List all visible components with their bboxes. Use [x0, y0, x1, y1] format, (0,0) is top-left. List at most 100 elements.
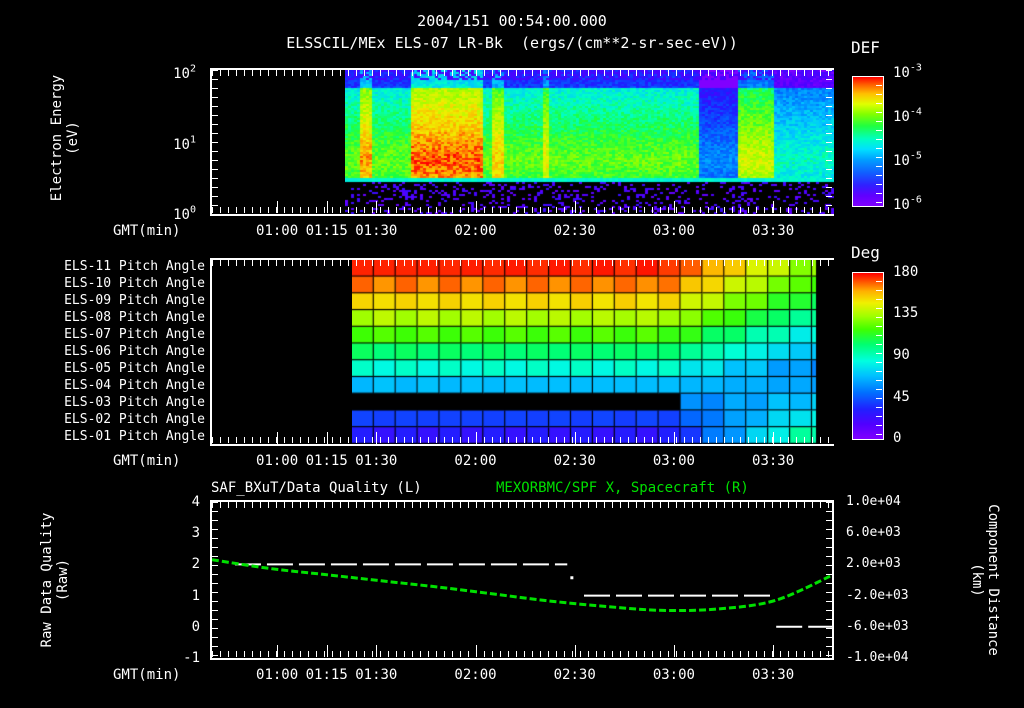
panel1-xtick-0: 01:00: [256, 223, 299, 239]
major-tick: [773, 201, 775, 213]
panel2-xtick-6: 03:30: [752, 453, 795, 469]
panel3-y2tick: -1.0e+04: [846, 650, 909, 665]
def-colorbar-label-2: 10-5: [893, 150, 922, 169]
deg-colorbar-label-4: 0: [893, 430, 902, 446]
major-tick: [475, 645, 477, 657]
line-plot-traces: [212, 558, 832, 628]
deg-colorbar-label-1: 135: [893, 305, 919, 321]
axis-ticks-left: [212, 70, 218, 214]
panel3-title-right: MEXORBMC/SPF X, Spacecraft (R): [496, 480, 749, 496]
panel3-ticks-top: [212, 502, 832, 508]
panel3-xtick-5: 03:00: [652, 667, 695, 683]
spacecraft-distance-trace: [212, 558, 832, 613]
panel2-xtick-2: 01:30: [355, 453, 398, 469]
spectrogram-image: [345, 70, 834, 214]
panel1-xtick-4: 02:30: [553, 223, 596, 239]
def-colorbar-title: DEF: [851, 38, 880, 57]
pitch-angle-row-label: ELS-10 Pitch Angle: [64, 275, 205, 291]
panel2-ticks-top: [212, 260, 832, 266]
data-quality-marker: [570, 576, 574, 580]
major-tick: [277, 645, 279, 657]
axis-ticks-top: [212, 70, 832, 76]
major-tick: [376, 645, 378, 657]
panel3-xtick-6: 03:30: [752, 667, 795, 683]
panel3-ytick: 1: [191, 587, 200, 604]
pitch-angle-row-label: ELS-07 Pitch Angle: [64, 326, 205, 342]
panel1-ytick-1: 100: [173, 204, 196, 223]
panel1-ytick-100: 102: [173, 63, 196, 82]
pitch-angle-image: [352, 260, 834, 444]
panel3-ticks-right: [826, 502, 832, 658]
deg-colorbar-label-3: 45: [893, 389, 910, 405]
def-colorbar-ticks: [876, 76, 882, 207]
major-tick: [673, 432, 675, 444]
pitch-angle-row-label: ELS-03 Pitch Angle: [64, 395, 205, 411]
deg-colorbar-title: Deg: [851, 243, 880, 262]
major-tick: [773, 432, 775, 444]
spectrogram-canvas: [345, 70, 834, 214]
panel2-xtick-4: 02:30: [553, 453, 596, 469]
panel2-ticks-bottom: [212, 437, 832, 443]
major-tick: [277, 201, 279, 213]
panel1-xtick-5: 03:00: [652, 223, 695, 239]
major-tick: [574, 645, 576, 657]
deg-colorbar-ticks: [876, 272, 882, 440]
panel3-xtick-0: 01:00: [256, 667, 299, 683]
panel3-y2tick: 1.0e+04: [846, 494, 901, 509]
panel3-xlabel: GMT(min): [113, 667, 181, 683]
axis-ticks-bottom: [212, 207, 832, 213]
panel1-xtick-1: 01:15: [305, 223, 348, 239]
panel3-ticks-left: [212, 502, 218, 658]
panel3-y2tick: -6.0e+03: [846, 618, 909, 634]
major-tick: [326, 432, 328, 444]
panel2-xtick-0: 01:00: [256, 453, 299, 469]
major-tick: [773, 645, 775, 657]
major-tick: [574, 201, 576, 213]
pitch-angle-canvas: [352, 260, 834, 444]
panel3-y2tick: 6.0e+03: [846, 525, 901, 541]
def-colorbar-label-3: 10-6: [893, 194, 922, 213]
pitch-angle-row-label: ELS-05 Pitch Angle: [64, 361, 205, 377]
pitch-angle-row-label: ELS-02 Pitch Angle: [64, 412, 205, 428]
def-colorbar-label-0: 10-3: [893, 62, 922, 81]
panel3-xtick-3: 02:00: [454, 667, 497, 683]
major-tick: [574, 432, 576, 444]
panel3-y2tick: -2.0e+03: [846, 587, 909, 603]
def-colorbar-label-1: 10-4: [893, 106, 922, 125]
panel1-xtick-6: 03:30: [752, 223, 795, 239]
deg-colorbar-label-0: 180: [893, 264, 919, 280]
major-tick: [326, 201, 328, 213]
major-tick: [277, 432, 279, 444]
panel3-y2label-unit: (km): [969, 563, 985, 597]
panel1-ylabel-unit: (eV): [65, 121, 81, 155]
major-tick: [376, 432, 378, 444]
major-tick: [475, 201, 477, 213]
panel3-xtick-1: 01:15: [305, 667, 348, 683]
panel3-ytick: 0: [191, 618, 200, 635]
panel3-ytick: -1: [183, 650, 200, 666]
panel1-xtick-2: 01:30: [355, 223, 398, 239]
pitch-angle-row-label: ELS-04 Pitch Angle: [64, 378, 205, 394]
panel1-xtick-3: 02:00: [454, 223, 497, 239]
panel3-ytick: 3: [191, 525, 200, 542]
panel1-xlabel: GMT(min): [113, 223, 181, 239]
page-title: 2004/151 00:54:00.000: [417, 12, 607, 30]
panel1-ytick-10: 101: [173, 134, 196, 153]
axis-ticks-right: [826, 70, 832, 214]
major-tick: [376, 201, 378, 213]
page-subtitle: ELSSCIL/MEx ELS-07 LR-Bk (ergs/(cm**2-sr…: [286, 34, 738, 52]
deg-colorbar-label-2: 90: [893, 347, 910, 363]
pitch-angle-panel: [210, 258, 834, 446]
pitch-angle-row-label: ELS-09 Pitch Angle: [64, 292, 205, 308]
panel3-title-left: SAF_BXuT/Data Quality (L): [211, 480, 422, 496]
pitch-angle-row-label: ELS-06 Pitch Angle: [64, 344, 205, 359]
panel3-y2tick: 2.0e+03: [846, 556, 901, 572]
major-tick: [326, 645, 328, 657]
line-plot-panel: [210, 500, 834, 660]
panel3-xtick-2: 01:30: [355, 667, 398, 683]
panel3-ylabel-unit: (Raw): [55, 558, 71, 602]
panel3-ytick: 4: [191, 494, 200, 510]
pitch-angle-row-label: ELS-01 Pitch Angle: [64, 429, 205, 445]
major-tick: [475, 432, 477, 444]
